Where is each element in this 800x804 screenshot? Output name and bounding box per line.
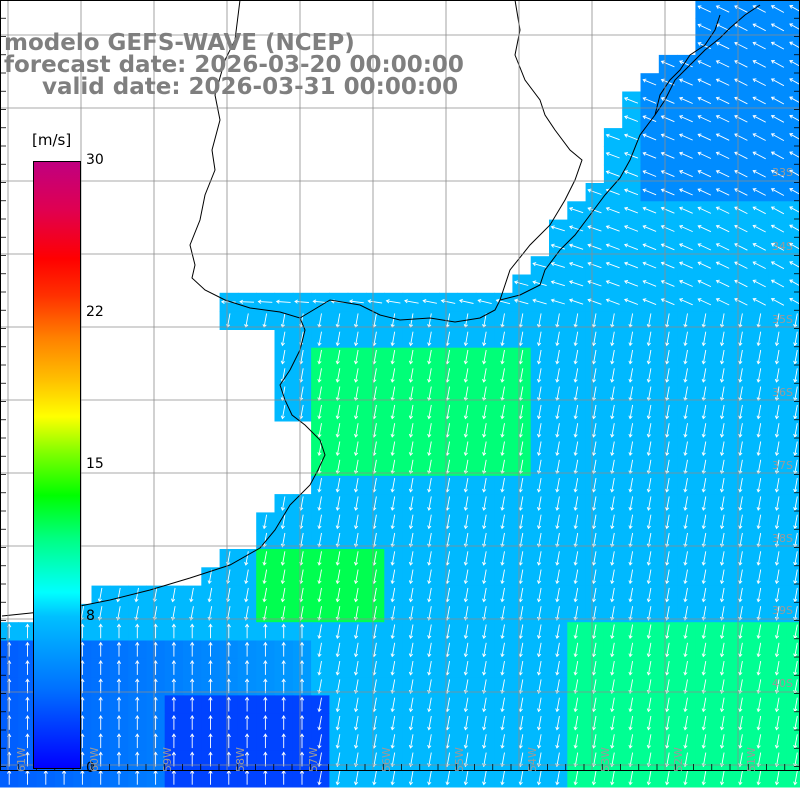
lon-label: 52W — [672, 747, 685, 772]
lat-label: 39S — [772, 604, 793, 617]
wind-cell — [787, 622, 800, 641]
wind-cell — [787, 421, 800, 440]
wind-cell — [787, 37, 800, 56]
wind-cell — [787, 183, 800, 202]
lat-label: 34S — [772, 240, 793, 253]
wind-cell — [787, 220, 800, 239]
lon-label: 59W — [161, 747, 174, 772]
wind-cell — [787, 769, 800, 788]
lon-label: 53W — [599, 747, 612, 772]
wind-cell — [787, 146, 800, 165]
lon-label: 57W — [307, 747, 320, 772]
wind-cell — [787, 110, 800, 129]
lat-label: 35S — [772, 313, 793, 326]
wind-cell — [787, 549, 800, 568]
wind-cell — [787, 494, 800, 513]
lat-label: 38S — [772, 532, 793, 545]
lat-label: 36S — [772, 386, 793, 399]
lon-label: 60W — [88, 747, 101, 772]
wind-cell — [787, 0, 800, 19]
wind-cell — [787, 567, 800, 586]
colorbar-tick: 15 — [86, 457, 104, 471]
colorbar-tick: 22 — [86, 305, 104, 319]
lat-label: 37S — [772, 459, 793, 472]
wind-cell — [787, 512, 800, 531]
wind-cell — [787, 586, 800, 605]
wind-cell — [787, 403, 800, 422]
lon-label: 58W — [234, 747, 247, 772]
wind-cell — [787, 439, 800, 458]
colorbar — [33, 161, 81, 769]
wind-cell — [787, 293, 800, 312]
wind-cell — [787, 275, 800, 294]
wind-cell — [787, 329, 800, 348]
wind-cell — [787, 73, 800, 92]
lon-label: 51W — [745, 747, 758, 772]
wind-cell — [787, 641, 800, 660]
wind-cell — [787, 92, 800, 111]
colorbar-unit: [m/s] — [32, 131, 71, 149]
lat-label: 40S — [772, 677, 793, 690]
wind-cell — [787, 128, 800, 147]
wind-cell — [787, 18, 800, 37]
lon-label: 56W — [380, 747, 393, 772]
colorbar-tick: 30 — [86, 153, 104, 167]
lon-label: 55W — [453, 747, 466, 772]
wind-cell — [787, 55, 800, 74]
wind-cell — [787, 476, 800, 495]
wind-arrow — [240, 302, 254, 303]
wind-cell — [787, 256, 800, 275]
lon-label: 61W — [15, 747, 28, 772]
colorbar-tick: 8 — [86, 609, 95, 623]
wind-cell — [787, 201, 800, 220]
wind-cell — [787, 366, 800, 385]
valid-date: valid date: 2026-03-31 00:00:00 — [42, 76, 458, 99]
lat-label: 33S — [772, 166, 793, 179]
wind-cell — [787, 348, 800, 367]
lon-label: 54W — [526, 747, 539, 772]
